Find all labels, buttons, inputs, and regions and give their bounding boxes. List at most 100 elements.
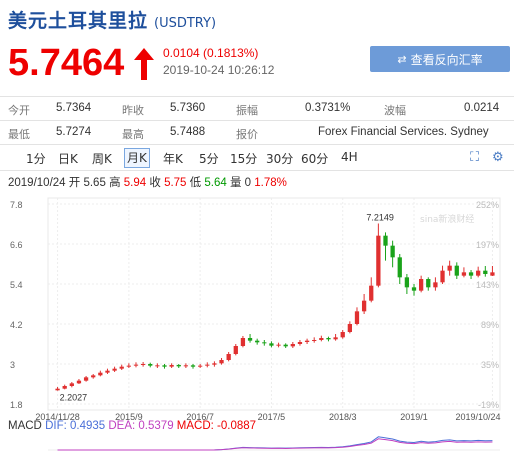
candle-body xyxy=(105,370,110,373)
y-tick-label: 4.2 xyxy=(10,320,23,330)
candle-body xyxy=(205,364,210,366)
candle-body xyxy=(333,337,338,340)
settings-icon[interactable]: ⚙ xyxy=(492,150,504,165)
candle-body xyxy=(383,235,388,246)
x-tick-label: 2016/7 xyxy=(186,412,214,422)
y-tick-right-label: 35% xyxy=(481,360,499,370)
quote-source-label: 报价 xyxy=(236,128,258,141)
tab-4h[interactable]: 4H xyxy=(341,150,358,164)
candle-body xyxy=(461,272,467,276)
x-tick-label: 2017/5 xyxy=(258,412,286,422)
candle-body xyxy=(133,364,139,366)
candle-body xyxy=(76,380,82,384)
tab-5min[interactable]: 5分 xyxy=(199,152,219,166)
candle-body xyxy=(255,340,260,343)
bar-close: 5.75 xyxy=(164,177,187,189)
price-row: 5.7464 0.0104 (0.1813%) 2019-10-24 10:26… xyxy=(8,40,510,88)
y-tick-right-label: 89% xyxy=(481,320,499,330)
range-value: 0.0214 xyxy=(464,102,500,114)
x-tick-label: 2014/11/28 xyxy=(35,412,79,422)
candle-body xyxy=(447,265,452,271)
reverse-rate-button[interactable]: ⇄ 查看反向汇率 xyxy=(370,46,510,72)
candle-body xyxy=(269,343,274,346)
x-tick-label: 2018/3 xyxy=(329,412,357,422)
candle-body xyxy=(454,265,459,276)
quote-table: 今开 5.7364 昨收 5.7360 振幅 0.3731% 波幅 0.0214… xyxy=(0,96,514,145)
candle-body xyxy=(347,324,352,332)
plot-frame xyxy=(47,197,501,411)
candle-body xyxy=(468,272,474,276)
tab-monthly[interactable]: 月K xyxy=(124,148,150,168)
tab-60min[interactable]: 60分 xyxy=(301,152,329,166)
tab-30min[interactable]: 30分 xyxy=(266,152,294,166)
y-tick-label: 7.8 xyxy=(10,200,23,210)
candle-body xyxy=(91,375,96,378)
y-tick-label: 1.8 xyxy=(10,400,23,410)
y-tick-label: 3 xyxy=(10,360,15,370)
tab-yearly[interactable]: 年K xyxy=(163,152,183,166)
open-label: 今开 xyxy=(8,104,30,117)
candle-body xyxy=(119,366,124,369)
candle-body xyxy=(290,344,295,347)
tab-weekly[interactable]: 周K xyxy=(92,152,112,166)
y-tick-label: 6.6 xyxy=(10,240,23,250)
reverse-rate-label: 查看反向汇率 xyxy=(410,52,483,67)
y-tick-label: 5.4 xyxy=(10,280,23,290)
quote-source-value: Forex Financial Services. Sydney xyxy=(318,126,489,138)
macd-value: MACD: -0.0887 xyxy=(176,420,257,432)
amplitude-value: 0.3731% xyxy=(305,102,351,114)
candle-body xyxy=(190,365,196,367)
candlestick-chart[interactable]: 7.8 252% 6.6 197% 5.4 143% 4.2 89% 3 35% 1.8 -19% 20… xyxy=(0,192,514,458)
bar-date: 2019/10/24 xyxy=(8,177,66,189)
candle-body xyxy=(297,342,303,344)
candle-body xyxy=(390,245,395,258)
candle-body xyxy=(404,277,410,288)
candle-body xyxy=(361,300,367,312)
high-label: 最高 xyxy=(122,128,144,141)
max-annotation: 7.2149 xyxy=(366,213,394,223)
macd-title: MACD xyxy=(8,420,42,432)
candle-body xyxy=(276,344,281,346)
candle-body xyxy=(433,282,438,288)
candle-body xyxy=(411,287,417,291)
y-tick-right-label: 143% xyxy=(476,280,499,290)
bar-low-label: 低 xyxy=(189,177,202,189)
candle-body xyxy=(304,340,310,342)
title-row: 美元土耳其里拉 (USDTRY) xyxy=(8,6,216,34)
current-price: 5.7464 xyxy=(8,42,125,84)
bar-pct: 1.78% xyxy=(254,177,287,189)
candle-body xyxy=(126,365,131,367)
tab-15min[interactable]: 15分 xyxy=(230,152,258,166)
candle-body xyxy=(176,365,181,367)
candle-body xyxy=(62,386,67,389)
bar-info: 2019/10/24 开 5.65 高 5.94 收 5.75 低 5.64 量… xyxy=(8,174,287,190)
period-tabs: 1分 日K 周K 月K 年K 5分 15分 30分 60分 4H ⛶ ⚙ xyxy=(0,146,514,171)
candle-body xyxy=(240,338,246,346)
y-tick-right-label: 197% xyxy=(476,240,499,250)
macd-info: MACD DIF: 0.4935 DEA: 0.5379 MACD: -0.08… xyxy=(8,420,256,432)
candle-body xyxy=(212,363,217,365)
bar-high: 5.94 xyxy=(123,177,147,189)
quote-row-1: 今开 5.7364 昨收 5.7360 振幅 0.3731% 波幅 0.0214 xyxy=(0,97,514,121)
candle-body xyxy=(326,338,331,340)
macd-dea-line xyxy=(57,438,493,451)
tab-daily[interactable]: 日K xyxy=(58,152,78,166)
tab-1min[interactable]: 1分 xyxy=(26,152,46,166)
amplitude-label: 振幅 xyxy=(236,104,258,117)
y-tick-right-label: 252% xyxy=(476,200,499,210)
candle-body xyxy=(198,365,203,367)
bar-close-label: 收 xyxy=(149,177,161,189)
candle-body xyxy=(98,372,103,376)
candle-body xyxy=(148,364,153,366)
x-tick-label: 2019/10/24 xyxy=(455,412,500,422)
candle-body xyxy=(169,365,174,367)
candle-body xyxy=(247,338,253,341)
candle-body xyxy=(112,368,117,371)
fullscreen-icon[interactable]: ⛶ xyxy=(470,150,480,165)
bar-open-label: 开 xyxy=(68,177,81,189)
bar-open: 5.65 xyxy=(83,177,106,189)
candle-body xyxy=(140,364,146,365)
arrow-up-icon xyxy=(134,48,154,80)
watermark: sina新浪财经 xyxy=(420,213,474,225)
candle-body xyxy=(283,344,288,347)
